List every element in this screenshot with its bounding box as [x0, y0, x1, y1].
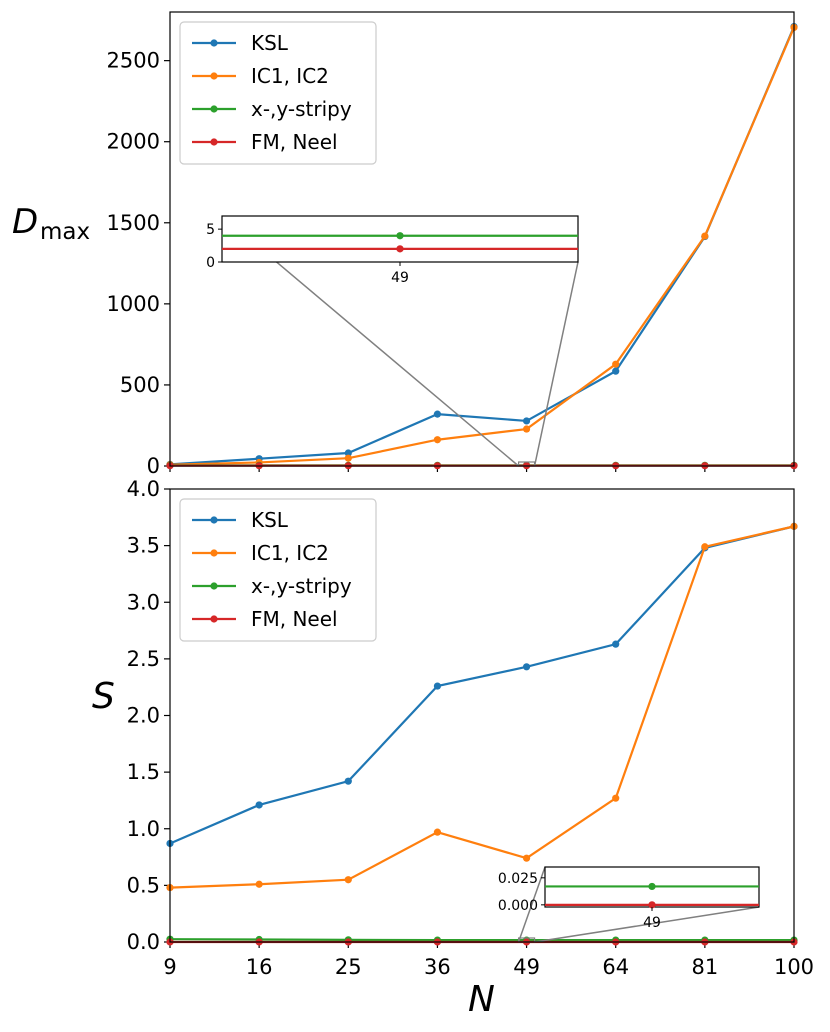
entropy-inset-y-tick-label: 0.000	[498, 898, 538, 914]
entropy-legend-marker-x-y-stripy	[210, 582, 218, 590]
dmax-inset-point-fm-neel	[396, 245, 404, 253]
entropy-legend-marker-ksl	[210, 516, 218, 524]
x-tick-label: 36	[424, 955, 451, 979]
entropy-inset-x-tick-label: 49	[643, 915, 661, 931]
entropy-series-line-ic1-ic2	[169, 525, 795, 889]
dmax-legend-label-fm-neel: FM, Neel	[251, 130, 338, 154]
dmax-legend-marker-fm-neel	[210, 138, 218, 146]
entropy-y-tick-label: 1.5	[127, 760, 160, 784]
x-tick-label: 64	[602, 955, 629, 979]
dmax-point-ksl	[433, 410, 442, 418]
entropy-inset-point-x-y-stripy	[648, 882, 656, 891]
entropy-legend-marker-ic1-ic2	[210, 549, 218, 557]
dmax-y-tick-label: 0	[147, 454, 160, 478]
entropy-legend-label-ic1-ic2: IC1, IC2	[251, 541, 329, 565]
entropy-inset-y-tick-label: 0.025	[498, 871, 538, 887]
entropy-y-tick-label: 4.0	[127, 477, 160, 501]
entropy-legend-label-fm-neel: FM, Neel	[251, 607, 338, 631]
dmax-y-tick-label: 2500	[107, 49, 160, 73]
entropy-point-ic1-ic2	[433, 828, 442, 836]
dmax-y-axis-label-subscript: max	[40, 219, 90, 245]
dmax-point-ic1-ic2	[344, 454, 352, 462]
entropy-point-ksl	[433, 682, 442, 690]
entropy-legend-marker-fm-neel	[210, 615, 218, 623]
dmax-legend-marker-x-y-stripy	[210, 105, 218, 113]
entropy-series-line-ksl	[169, 525, 795, 845]
entropy-y-tick-label: 0.0	[127, 930, 160, 954]
x-tick-label: 16	[246, 955, 273, 979]
entropy-point-ksl	[522, 663, 531, 671]
dmax-point-ic1-ic2	[522, 425, 531, 433]
dmax-y-axis-label: D	[12, 202, 38, 242]
entropy-point-ic1-ic2	[701, 543, 709, 551]
entropy-legend: KSL IC1, IC2 x-,y-stripy FM, Neel	[179, 498, 377, 642]
dmax-legend-label-ic1-ic2: IC1, IC2	[251, 64, 329, 88]
entropy-point-ic1-ic2	[255, 880, 263, 888]
entropy-axes-frame	[169, 488, 795, 943]
entropy-y-tick-label: 2.5	[127, 647, 160, 671]
dmax-inset-point-x-y-stripy	[396, 232, 404, 240]
dmax-panel: 0 500 1000 1500 2000 2500 0 5 49 KSL IC1, IC2 x-,…	[12, 11, 798, 478]
entropy-y-tick-label: 2.0	[127, 704, 160, 728]
entropy-y-axis-label: S	[92, 676, 115, 717]
dmax-point-ic1-ic2	[612, 360, 620, 368]
entropy-inset-connector	[517, 866, 546, 943]
entropy-series-line-x-y-stripy	[169, 938, 794, 942]
entropy-inset-connector	[534, 906, 760, 943]
dmax-y-tick-label: 500	[120, 373, 160, 397]
entropy-y-tick-label: 3.0	[127, 590, 160, 614]
dmax-legend-marker-ksl	[210, 39, 218, 47]
dmax-axes-frame	[169, 11, 795, 467]
entropy-inset: 0.000 0.025 49	[498, 866, 760, 931]
dmax-inset-x-tick-label: 49	[391, 270, 409, 286]
dmax-inset: 0 5 49	[206, 215, 579, 286]
dmax-y-tick-label: 1500	[107, 211, 160, 235]
entropy-y-tick-label: 3.5	[127, 534, 160, 558]
dmax-y-tick-label: 2000	[107, 130, 160, 154]
entropy-legend-label-ksl: KSL	[251, 508, 289, 532]
entropy-point-ic1-ic2	[612, 794, 620, 802]
entropy-inset-point-fm-neel	[648, 901, 656, 909]
dmax-legend-label-ksl: KSL	[251, 31, 289, 55]
dmax-point-ksl	[522, 417, 531, 425]
entropy-y-tick-label: 0.5	[127, 873, 160, 897]
x-axis-label: N	[468, 979, 495, 1020]
dmax-point-ksl	[344, 449, 352, 457]
dmax-point-ksl	[612, 367, 620, 375]
entropy-panel: 0.0 0.5 1.0 1.5 2.0 2.5 3.0 3.5 4.0 9 16 25 36 49 64 8…	[92, 477, 814, 1020]
dmax-legend-box	[179, 21, 377, 165]
entropy-y-tick-label: 1.0	[127, 817, 160, 841]
dmax-inset-y-tick-label: 5	[206, 222, 215, 238]
x-tick-label: 100	[774, 955, 814, 979]
entropy-point-ksl	[344, 777, 352, 785]
dmax-y-ticks: 0 500 1000 1500 2000 2500	[107, 49, 170, 478]
entropy-legend-label-x-y-stripy: x-,y-stripy	[251, 574, 352, 598]
entropy-point-ic1-ic2	[522, 854, 531, 862]
entropy-point-ksl	[612, 640, 620, 648]
dmax-legend-marker-ic1-ic2	[210, 72, 218, 80]
dmax-point-ic1-ic2	[701, 232, 709, 240]
entropy-point-ksl	[255, 801, 263, 809]
x-tick-label: 9	[163, 955, 176, 979]
dmax-y-tick-label: 1000	[107, 292, 160, 316]
x-tick-label: 49	[513, 955, 540, 979]
x-tick-label: 81	[691, 955, 718, 979]
entropy-point-ic1-ic2	[344, 876, 352, 884]
dmax-legend: KSL IC1, IC2 x-,y-stripy FM, Neel	[179, 21, 377, 165]
entropy-y-ticks: 0.0 0.5 1.0 1.5 2.0 2.5 3.0 3.5 4.0	[127, 477, 170, 954]
dmax-inset-y-tick-label: 0	[206, 255, 215, 271]
dmax-legend-label-x-y-stripy: x-,y-stripy	[251, 97, 352, 121]
dmax-point-ic1-ic2	[433, 436, 442, 444]
entropy-legend-box	[179, 498, 377, 642]
dmax-inset-connector	[533, 261, 579, 467]
x-tick-label: 25	[335, 955, 362, 979]
